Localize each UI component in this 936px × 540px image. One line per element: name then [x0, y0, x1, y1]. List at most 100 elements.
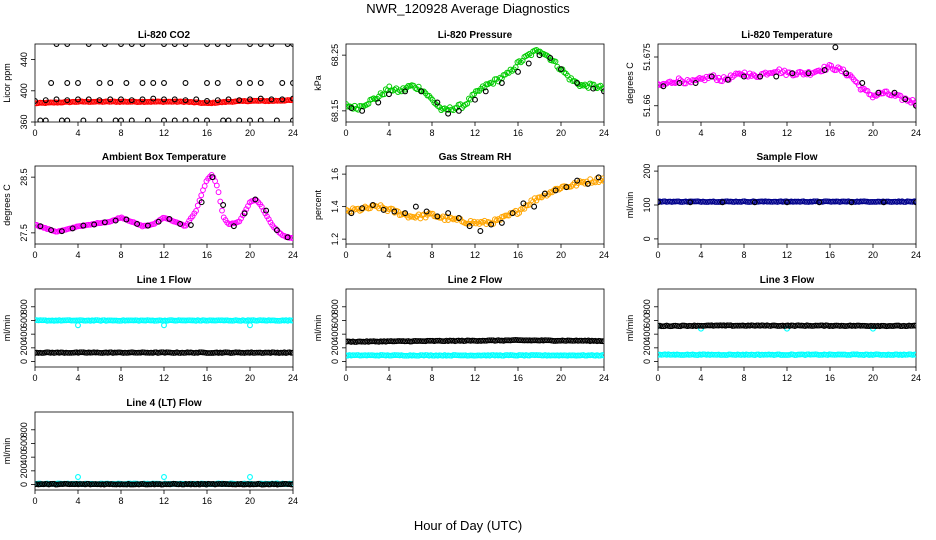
- y-tick-label: 51.675: [642, 43, 652, 71]
- x-tick-label: 20: [245, 373, 255, 383]
- x-tick-label: 8: [741, 128, 746, 138]
- data-point: [279, 96, 286, 103]
- data-point: [290, 80, 293, 86]
- data-point: [217, 198, 224, 205]
- data-point: [533, 47, 540, 53]
- data-point: [96, 80, 103, 86]
- x-tick-label: 20: [868, 373, 878, 383]
- data-point: [262, 210, 269, 217]
- data-point: [75, 96, 81, 103]
- data-point: [595, 174, 602, 181]
- x-tick-label: 20: [556, 128, 566, 138]
- data-point: [230, 223, 237, 230]
- data-point: [69, 225, 76, 232]
- data-point: [75, 474, 81, 480]
- data-point: [676, 80, 683, 86]
- data-point: [429, 97, 436, 103]
- data-point: [247, 96, 253, 103]
- x-axis-label: Hour of Day (UTC): [413, 518, 523, 533]
- y-tick-label: 400: [19, 450, 29, 465]
- x-tick-label: 12: [470, 250, 480, 260]
- data-point: [171, 96, 178, 103]
- y-tick-label: 68.25: [330, 44, 340, 67]
- data-point: [455, 107, 462, 114]
- data-point: [161, 44, 167, 47]
- data-point: [751, 199, 758, 206]
- data-point: [590, 81, 597, 88]
- y-tick-label: 400: [642, 327, 652, 342]
- data-point: [257, 80, 264, 86]
- data-point: [134, 220, 141, 227]
- data-point: [268, 44, 275, 47]
- data-point: [161, 80, 167, 86]
- data-point: [85, 96, 92, 103]
- x-tick-label: 16: [513, 128, 523, 138]
- data-point: [424, 211, 431, 218]
- data-point: [53, 44, 60, 47]
- data-point: [182, 44, 189, 47]
- data-point: [481, 217, 488, 224]
- data-point: [902, 96, 909, 103]
- data-point: [402, 88, 409, 95]
- data-point: [784, 199, 790, 206]
- data-series: [658, 198, 916, 205]
- panel-title: Line 2 Flow: [448, 275, 503, 286]
- data-point: [348, 210, 355, 217]
- data-point: [498, 219, 505, 226]
- data-point: [552, 58, 559, 65]
- y-tick-label: 400: [19, 327, 29, 342]
- y-axis-label: ml/min: [625, 315, 635, 342]
- data-point: [279, 80, 286, 86]
- data-point: [412, 203, 419, 210]
- data-point: [193, 96, 200, 103]
- x-tick-label: 12: [782, 373, 792, 383]
- data-point: [911, 100, 916, 106]
- data-point: [101, 219, 108, 226]
- data-point: [64, 80, 71, 86]
- y-tick-label: 200: [330, 340, 340, 355]
- data-point: [913, 102, 916, 109]
- data-point: [96, 117, 103, 122]
- data-point: [417, 215, 424, 222]
- data-point: [719, 199, 726, 206]
- data-point: [667, 78, 674, 85]
- x-tick-label: 20: [868, 128, 878, 138]
- data-point: [574, 80, 581, 86]
- data-point: [161, 474, 167, 480]
- y-tick-label: 200: [19, 340, 29, 355]
- y-tick-label: 400: [19, 83, 29, 98]
- panel-title: Gas Stream RH: [439, 152, 512, 163]
- data-point: [488, 221, 495, 228]
- y-axis-label: Licor ppm: [2, 63, 12, 103]
- data-point: [184, 220, 191, 227]
- data-point: [85, 44, 92, 47]
- data-point: [805, 70, 812, 77]
- x-tick-label: 0: [655, 373, 660, 383]
- data-series: [37, 174, 291, 241]
- data-point: [552, 187, 559, 194]
- data-point: [590, 85, 597, 92]
- data-point: [708, 73, 715, 80]
- data-point: [193, 99, 199, 106]
- data-point: [599, 175, 604, 182]
- data-series: [660, 44, 916, 109]
- data-point: [284, 234, 291, 241]
- y-axis-label: ml/min: [625, 192, 635, 219]
- data-point: [290, 349, 293, 356]
- y-axis-label: degrees C: [2, 184, 12, 226]
- data-point: [753, 74, 760, 80]
- data-point: [913, 322, 916, 329]
- panel-title: Ambient Box Temperature: [102, 152, 227, 163]
- x-tick-label: 8: [118, 496, 123, 506]
- data-point: [582, 81, 588, 88]
- data-point: [247, 44, 253, 47]
- data-series: [658, 61, 916, 108]
- x-tick-label: 4: [75, 250, 80, 260]
- x-tick-label: 20: [245, 250, 255, 260]
- data-point: [692, 80, 699, 86]
- data-point: [601, 352, 604, 359]
- data-point: [220, 117, 227, 122]
